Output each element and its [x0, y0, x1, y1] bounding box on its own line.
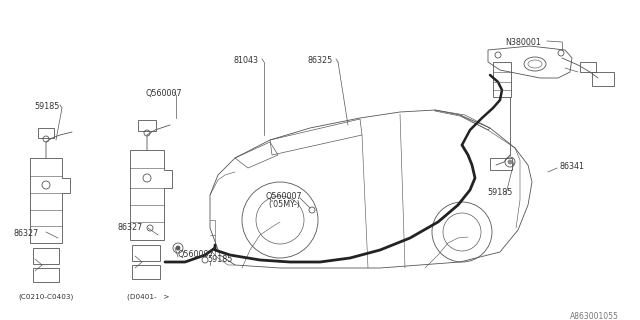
Bar [138, 120, 156, 131]
Text: 81043: 81043 [234, 56, 259, 65]
Bar [592, 72, 614, 86]
Text: 59185: 59185 [487, 188, 513, 197]
Text: N380001: N380001 [505, 38, 541, 47]
Bar [33, 268, 59, 282]
Bar [33, 248, 59, 264]
Text: Q560007: Q560007 [178, 250, 214, 259]
Text: 86325: 86325 [308, 56, 333, 65]
Text: Q560007: Q560007 [266, 192, 303, 201]
Bar [132, 245, 160, 261]
Text: (C0210-C0403): (C0210-C0403) [18, 293, 73, 300]
Bar [132, 265, 160, 279]
Text: A863001055: A863001055 [570, 312, 619, 320]
Bar [38, 128, 54, 138]
Text: (D0401-   >: (D0401- > [127, 293, 170, 300]
Bar [580, 62, 596, 72]
Bar [493, 62, 511, 97]
Circle shape [176, 246, 180, 250]
Circle shape [508, 160, 512, 164]
Text: 59185: 59185 [207, 255, 232, 264]
Text: 86327: 86327 [118, 223, 143, 232]
Text: 86327: 86327 [14, 229, 39, 238]
Bar [490, 158, 512, 170]
Text: ('05MY-): ('05MY-) [268, 200, 300, 209]
Text: 59185: 59185 [34, 102, 60, 111]
Text: 86341: 86341 [560, 162, 585, 171]
Text: Q560007: Q560007 [145, 89, 182, 98]
